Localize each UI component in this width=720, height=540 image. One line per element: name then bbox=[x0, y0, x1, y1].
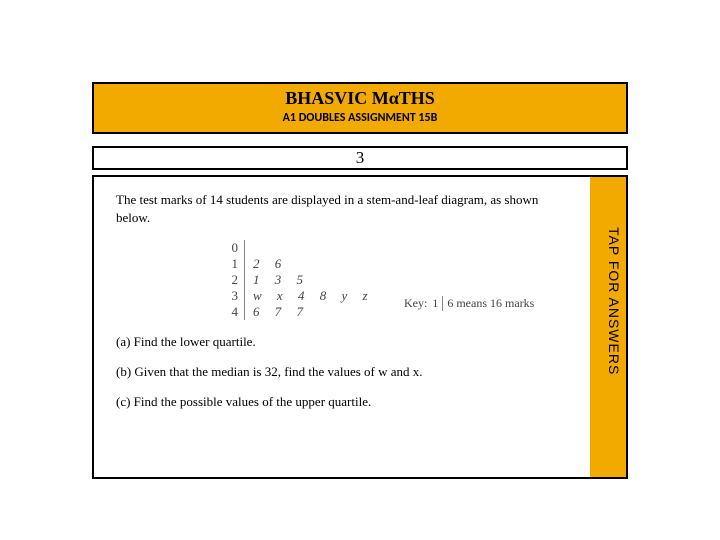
header-title: BHASVIC MαTHS bbox=[94, 88, 626, 109]
question-body-box: TAP FOR ANSWERS The test marks of 14 stu… bbox=[92, 175, 628, 479]
question-intro: The test marks of 14 students are displa… bbox=[116, 191, 566, 226]
key-label: Key: bbox=[404, 296, 427, 310]
header-subtitle: A1 DOUBLES ASSIGNMENT 15B bbox=[94, 111, 626, 125]
tap-for-answers-strip[interactable]: TAP FOR ANSWERS bbox=[590, 177, 626, 477]
stem-value: 1 bbox=[224, 256, 245, 272]
stem-value: 2 bbox=[224, 272, 245, 288]
stem-leaf-row: 4 6 7 7 bbox=[224, 304, 374, 320]
question-number-box: 3 bbox=[92, 146, 628, 170]
stem-leaf-diagram: 0 1 2 6 2 1 3 5 3 w x 4 8 y z 4 6 7 7 Key: 1… bbox=[116, 240, 566, 324]
key-stem: 1 bbox=[430, 296, 443, 311]
part-c: (c) Find the possible values of the uppe… bbox=[116, 394, 566, 410]
leaf-values: w x 4 8 y z bbox=[253, 288, 374, 303]
question-parts: (a) Find the lower quartile. (b) Given t… bbox=[116, 334, 566, 410]
part-a: (a) Find the lower quartile. bbox=[116, 334, 566, 350]
stem-value: 3 bbox=[224, 288, 245, 304]
leaf-values: 6 7 7 bbox=[253, 304, 309, 319]
stem-leaf-row: 2 1 3 5 bbox=[224, 272, 374, 288]
key-means: means 16 marks bbox=[456, 296, 534, 310]
stem-value: 0 bbox=[224, 240, 245, 256]
part-b: (b) Given that the median is 32, find th… bbox=[116, 364, 566, 380]
stem-leaf-row: 0 bbox=[224, 240, 374, 256]
key-leaf: 6 bbox=[447, 296, 453, 310]
question-content: The test marks of 14 students are displa… bbox=[116, 191, 566, 424]
question-number: 3 bbox=[356, 148, 365, 167]
stem-leaf-row: 3 w x 4 8 y z bbox=[224, 288, 374, 304]
stem-value: 4 bbox=[224, 304, 245, 320]
tap-for-answers-label: TAP FOR ANSWERS bbox=[606, 227, 622, 375]
stem-leaf-key: Key: 16 means 16 marks bbox=[404, 296, 534, 311]
leaf-values: 2 6 bbox=[253, 256, 287, 271]
stem-leaf-table: 0 1 2 6 2 1 3 5 3 w x 4 8 y z 4 6 7 7 bbox=[224, 240, 374, 320]
stem-leaf-row: 1 2 6 bbox=[224, 256, 374, 272]
leaf-values: 1 3 5 bbox=[253, 272, 309, 287]
header-box: BHASVIC MαTHS A1 DOUBLES ASSIGNMENT 15B bbox=[92, 82, 628, 134]
